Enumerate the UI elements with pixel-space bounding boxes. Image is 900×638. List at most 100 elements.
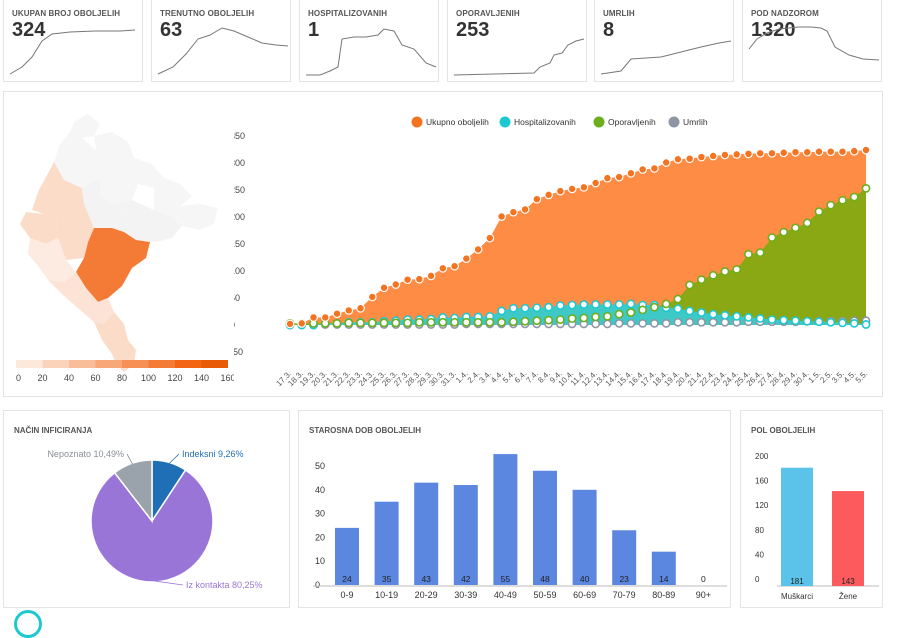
point-recovered	[697, 275, 706, 285]
sparkline	[306, 28, 437, 76]
point-hospitalized	[532, 303, 542, 313]
x-tick-label: 30-39	[454, 590, 477, 600]
area-chart: 350 300 250 200 150 100 50 0 -50 Ukupno oboljelih…	[234, 116, 871, 388]
stat-label: HOSPITALIZOVANIH	[308, 9, 388, 18]
point-total	[344, 306, 354, 315]
point-recovered	[720, 267, 730, 276]
point-recovered	[438, 317, 448, 327]
x-tick-label: 60-69	[573, 590, 596, 600]
y-tick-label: 150	[234, 239, 245, 249]
point-recovered	[555, 315, 565, 324]
point-deaths	[602, 319, 612, 329]
point-recovered	[414, 317, 424, 327]
point-recovered	[708, 270, 718, 280]
stat-card-5: UMRLIH 8	[594, 0, 734, 82]
stat-card-6: POD NADZOROM 1320	[742, 0, 882, 82]
y-tick-label: 250	[234, 185, 245, 195]
point-total	[685, 154, 695, 164]
sparkline-path	[9, 29, 136, 75]
point-recovered	[379, 318, 389, 328]
point-total	[532, 194, 542, 204]
region-rozaje	[154, 178, 192, 206]
point-recovered	[473, 317, 483, 327]
age-bar	[414, 482, 439, 585]
point-recovered	[826, 200, 836, 210]
point-recovered	[367, 318, 377, 328]
montenegro-map: 0 20 40 60 80 100 120 140 160	[16, 114, 234, 383]
point-recovered	[602, 311, 612, 321]
point-total	[673, 154, 683, 164]
point-recovered	[779, 227, 789, 237]
pie-connector	[126, 453, 133, 465]
region-danilovgrad	[56, 204, 94, 260]
point-recovered	[685, 280, 695, 290]
point-total	[614, 172, 624, 182]
point-recovered	[661, 299, 671, 309]
y-tick-label: 350	[234, 131, 245, 141]
y-tick-label: 40	[315, 485, 325, 495]
point-total	[579, 182, 589, 192]
point-hospitalized	[708, 309, 718, 319]
stat-label: UKUPAN BROJ OBOLJELIH	[12, 9, 121, 18]
point-recovered	[849, 192, 859, 202]
stat-label: POD NADZOROM	[751, 9, 819, 18]
point-recovered	[579, 313, 589, 323]
point-total	[332, 309, 342, 319]
region-savnik	[82, 178, 124, 228]
point-recovered	[732, 264, 742, 274]
point-total	[838, 147, 847, 157]
sparkline-path	[748, 26, 880, 61]
point-recovered	[791, 223, 800, 233]
map-legend-swatch	[175, 360, 202, 368]
point-recovered	[356, 318, 365, 328]
point-hospitalized	[602, 300, 612, 309]
pie-slice	[90, 468, 214, 583]
point-total	[732, 149, 742, 159]
region-herceg-novi	[28, 238, 76, 282]
point-total	[826, 147, 836, 157]
point-hospitalized	[614, 300, 624, 309]
point-recovered	[567, 314, 577, 323]
point-total	[544, 190, 554, 200]
x-tick-label: 20-29	[415, 590, 438, 600]
point-total	[708, 151, 718, 161]
gender-bar-chart: 200 160 120 80 40 0 181 Muškarci 143 Žene	[755, 452, 879, 601]
point-hospitalized	[626, 299, 636, 309]
point-hospitalized	[544, 302, 554, 312]
point-hospitalized	[814, 317, 824, 327]
point-deaths	[591, 319, 601, 329]
sparkline-path	[157, 27, 289, 75]
area-recovered	[290, 188, 866, 325]
pie-label: Iz kontakta 80,25%	[186, 580, 263, 590]
point-total	[461, 254, 471, 263]
sparkline	[748, 26, 880, 61]
region-bijelo-polje	[94, 132, 134, 166]
gender-bar	[832, 491, 864, 586]
point-total	[814, 147, 824, 157]
map-legend-swatch	[42, 360, 69, 368]
point-deaths	[685, 317, 695, 327]
point-total	[438, 263, 448, 273]
point-hospitalized	[685, 306, 695, 316]
point-total	[849, 146, 859, 156]
y-tick-label: 0	[234, 320, 235, 330]
point-recovered	[755, 248, 765, 258]
partial-logo-icon	[14, 610, 42, 638]
point-total	[497, 212, 506, 221]
point-total	[309, 313, 318, 322]
age-bar	[572, 489, 597, 585]
point-hospitalized	[520, 303, 530, 313]
point-deaths	[720, 317, 730, 327]
age-card: STAROSNA DOB OBOLJELIH 50 40 30 20 10 0 24 0-9 3…	[298, 410, 731, 608]
point-total	[638, 165, 648, 174]
point-total	[403, 275, 412, 285]
y-tick-label: 30	[315, 509, 325, 519]
map-legend-swatch	[122, 360, 149, 368]
legend-label: Umrlih	[683, 117, 708, 127]
point-recovered	[403, 318, 412, 328]
point-recovered	[767, 233, 777, 242]
sparkline-path	[600, 40, 732, 75]
point-hospitalized	[791, 316, 800, 326]
map-legend-tick: 120	[167, 373, 182, 383]
stat-label: OPORAVLJENIH	[456, 9, 520, 18]
